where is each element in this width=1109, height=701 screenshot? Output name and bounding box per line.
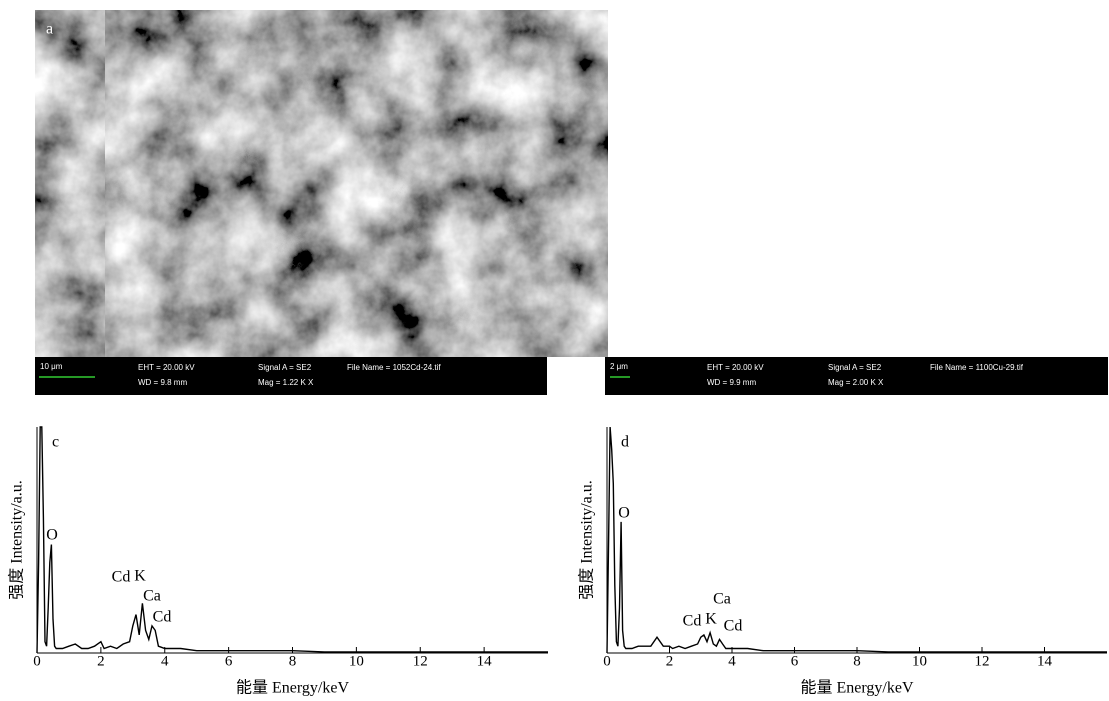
x-tick-label: 6 (225, 654, 233, 670)
x-tick-label: 8 (853, 654, 861, 670)
peak-label: Cd (683, 613, 702, 630)
x-axis-label: 能量 Energy/keV (800, 679, 913, 697)
x-tick-label: 0 (33, 654, 41, 670)
eht: EHT = 20.00 kV (138, 363, 195, 372)
peak-label: O (46, 527, 58, 544)
peak-label: Cd (153, 609, 172, 626)
x-tick-label: 0 (603, 654, 611, 670)
peak-label: Cd (112, 569, 131, 586)
x-tick-label: 4 (728, 654, 736, 670)
mag: Mag = 2.00 K X (828, 378, 884, 387)
signal: Signal A = SE2 (828, 363, 882, 372)
file-name: File Name = 1052Cd-24.tif (347, 363, 441, 372)
sem-image (105, 10, 608, 357)
x-tick-label: 10 (349, 654, 364, 670)
eht: EHT = 20.00 kV (707, 363, 764, 372)
x-tick-label: 14 (1037, 654, 1053, 670)
file-name: File Name = 1100Cu-29.tif (930, 363, 1024, 372)
x-tick-label: 12 (975, 654, 990, 670)
panel-label: c (52, 434, 59, 451)
figure: a 10 μm EHT = 20.00 kV WD = 9.8 mm Signa… (0, 0, 1109, 701)
wd: WD = 9.9 mm (707, 378, 756, 387)
panel-label: a (46, 21, 53, 38)
x-tick-label: 6 (791, 654, 799, 670)
x-tick-label: 8 (289, 654, 297, 670)
peak-label: Ca (713, 591, 731, 608)
spectrum-line (37, 427, 548, 653)
signal: Signal A = SE2 (258, 363, 312, 372)
x-tick-label: 10 (912, 654, 927, 670)
peak-label: Cd (724, 618, 743, 635)
scale-text: 10 μm (40, 362, 63, 371)
scale-text: 2 μm (610, 362, 628, 371)
x-axis-label: 能量 Energy/keV (236, 679, 349, 697)
peak-label: O (618, 505, 630, 522)
y-axis-label: 强度 Intensity/a.u. (8, 480, 26, 600)
x-tick-label: 4 (161, 654, 169, 670)
x-tick-label: 14 (477, 654, 493, 670)
peak-label: K (134, 568, 146, 585)
panel-label: b (626, 21, 634, 38)
x-tick-label: 2 (666, 654, 674, 670)
wd: WD = 9.8 mm (138, 378, 187, 387)
panel-label: d (621, 434, 629, 451)
x-tick-label: 2 (97, 654, 105, 670)
x-tick-label: 12 (413, 654, 428, 670)
peak-label: Ca (143, 588, 161, 605)
y-axis-label: 强度 Intensity/a.u. (578, 480, 596, 600)
peak-label: K (705, 611, 717, 628)
mag: Mag = 1.22 K X (258, 378, 314, 387)
